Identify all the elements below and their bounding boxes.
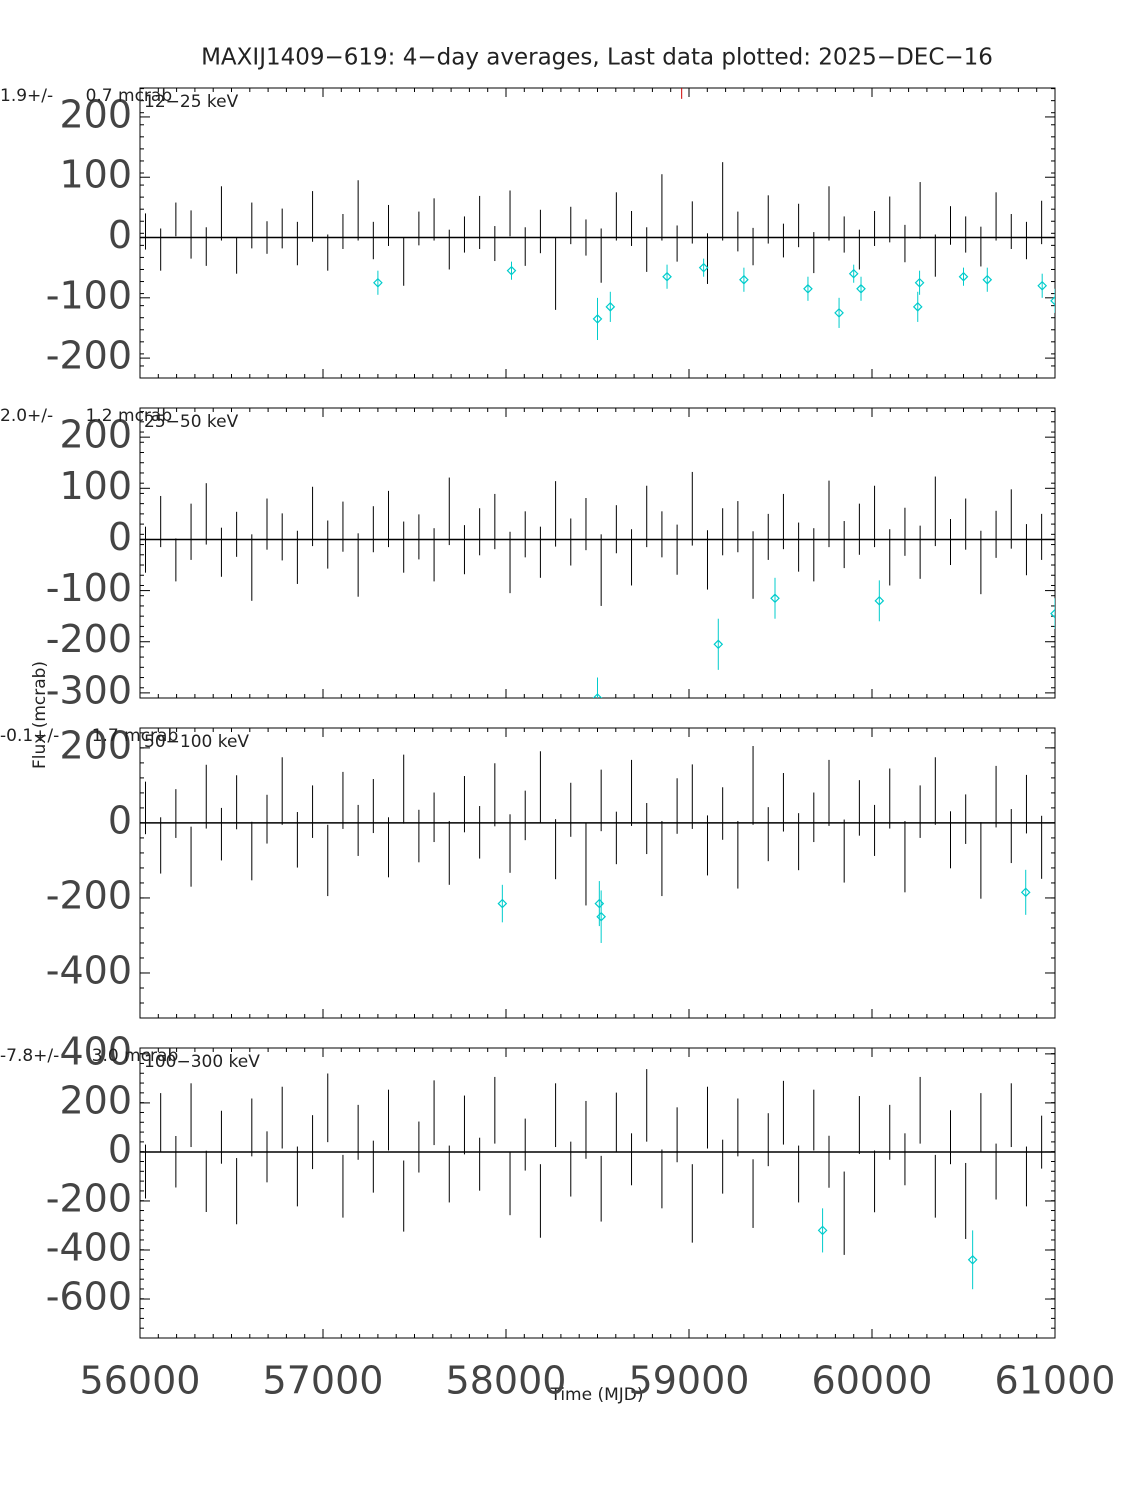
y-tick-label: 100 bbox=[59, 464, 132, 508]
y-tick-label: 0 bbox=[108, 213, 132, 257]
y-tick-label: -200 bbox=[46, 873, 132, 917]
data-point bbox=[817, 1225, 828, 1236]
x-tick-label: 59000 bbox=[629, 1359, 750, 1403]
band-label: 100−300 keV bbox=[144, 1052, 260, 1072]
data-group bbox=[144, 88, 1055, 341]
x-tick-label: 61000 bbox=[995, 1359, 1116, 1403]
band-label: 50−100 keV bbox=[144, 732, 249, 752]
data-point bbox=[739, 274, 749, 285]
data-point bbox=[770, 593, 780, 604]
x-tick-label: 56000 bbox=[80, 1359, 201, 1403]
y-tick-label: -400 bbox=[46, 1225, 132, 1269]
data-point bbox=[713, 639, 724, 650]
y-tick-label: 0 bbox=[108, 515, 132, 559]
stat-label: 2.0+/- 1.2 mcrab bbox=[0, 406, 172, 426]
data-point bbox=[662, 271, 672, 282]
data-point bbox=[848, 268, 859, 279]
data-point bbox=[592, 693, 603, 698]
stat-label: -0.1+/- 1.7 mcrab bbox=[0, 726, 178, 746]
y-tick-label: 100 bbox=[59, 153, 132, 197]
y-tick-label: -200 bbox=[46, 617, 132, 661]
data-point bbox=[596, 911, 607, 922]
y-tick-label: 200 bbox=[59, 723, 132, 767]
data-point bbox=[373, 277, 383, 288]
data-point bbox=[1020, 887, 1031, 898]
y-tick-label: -400 bbox=[46, 948, 132, 992]
data-group bbox=[144, 471, 1055, 698]
y-tick-label: -300 bbox=[46, 668, 132, 712]
data-point bbox=[1050, 295, 1055, 306]
y-tick-label: -600 bbox=[46, 1275, 132, 1319]
data-point bbox=[605, 302, 616, 312]
data-point bbox=[834, 308, 844, 318]
data-group bbox=[144, 1069, 1043, 1290]
y-tick-label: 0 bbox=[108, 798, 132, 842]
plot-frame bbox=[139, 407, 1056, 699]
y-tick-label: 200 bbox=[59, 92, 132, 136]
data-point bbox=[1037, 280, 1048, 291]
plot-frame bbox=[139, 1047, 1056, 1339]
data-point bbox=[1050, 608, 1055, 619]
data-point bbox=[592, 314, 603, 324]
data-point bbox=[506, 265, 517, 276]
data-point bbox=[912, 302, 923, 312]
y-tick-label: -100 bbox=[46, 566, 132, 610]
band-label: 25−50 keV bbox=[144, 412, 239, 432]
y-tick-label: 400 bbox=[59, 1029, 132, 1073]
x-tick-label: 60000 bbox=[812, 1359, 933, 1403]
y-axis-label: Flux (mcrab) bbox=[30, 661, 50, 769]
y-tick-label: 200 bbox=[59, 1078, 132, 1122]
data-point bbox=[874, 595, 885, 606]
data-point bbox=[914, 277, 925, 288]
y-tick-label: 0 bbox=[108, 1127, 132, 1171]
stat-label: -7.8+/- 3.0 mcrab bbox=[0, 1046, 178, 1066]
y-tick-label: -200 bbox=[46, 334, 132, 378]
band-label: 12−25 keV bbox=[144, 92, 239, 112]
chart-title: MAXIJ1409−619: 4−day averages, Last data… bbox=[201, 45, 993, 71]
data-point bbox=[497, 898, 508, 909]
x-axis-label: Time (MJD) bbox=[549, 1385, 643, 1405]
y-tick-label: 200 bbox=[59, 413, 132, 457]
x-tick-label: 57000 bbox=[263, 1359, 384, 1403]
data-group bbox=[144, 746, 1043, 943]
data-point bbox=[698, 262, 709, 273]
data-point bbox=[856, 283, 866, 294]
data-point bbox=[958, 271, 969, 282]
y-tick-label: -100 bbox=[46, 273, 132, 317]
y-tick-label: -200 bbox=[46, 1176, 132, 1220]
plot-frame bbox=[139, 727, 1056, 1019]
stat-label: 1.9+/- 0.7 mcrab bbox=[0, 86, 172, 106]
x-tick-label: 58000 bbox=[446, 1359, 567, 1403]
data-point bbox=[982, 274, 993, 285]
data-point bbox=[967, 1254, 978, 1265]
data-point bbox=[803, 283, 813, 294]
data-point bbox=[594, 898, 605, 909]
